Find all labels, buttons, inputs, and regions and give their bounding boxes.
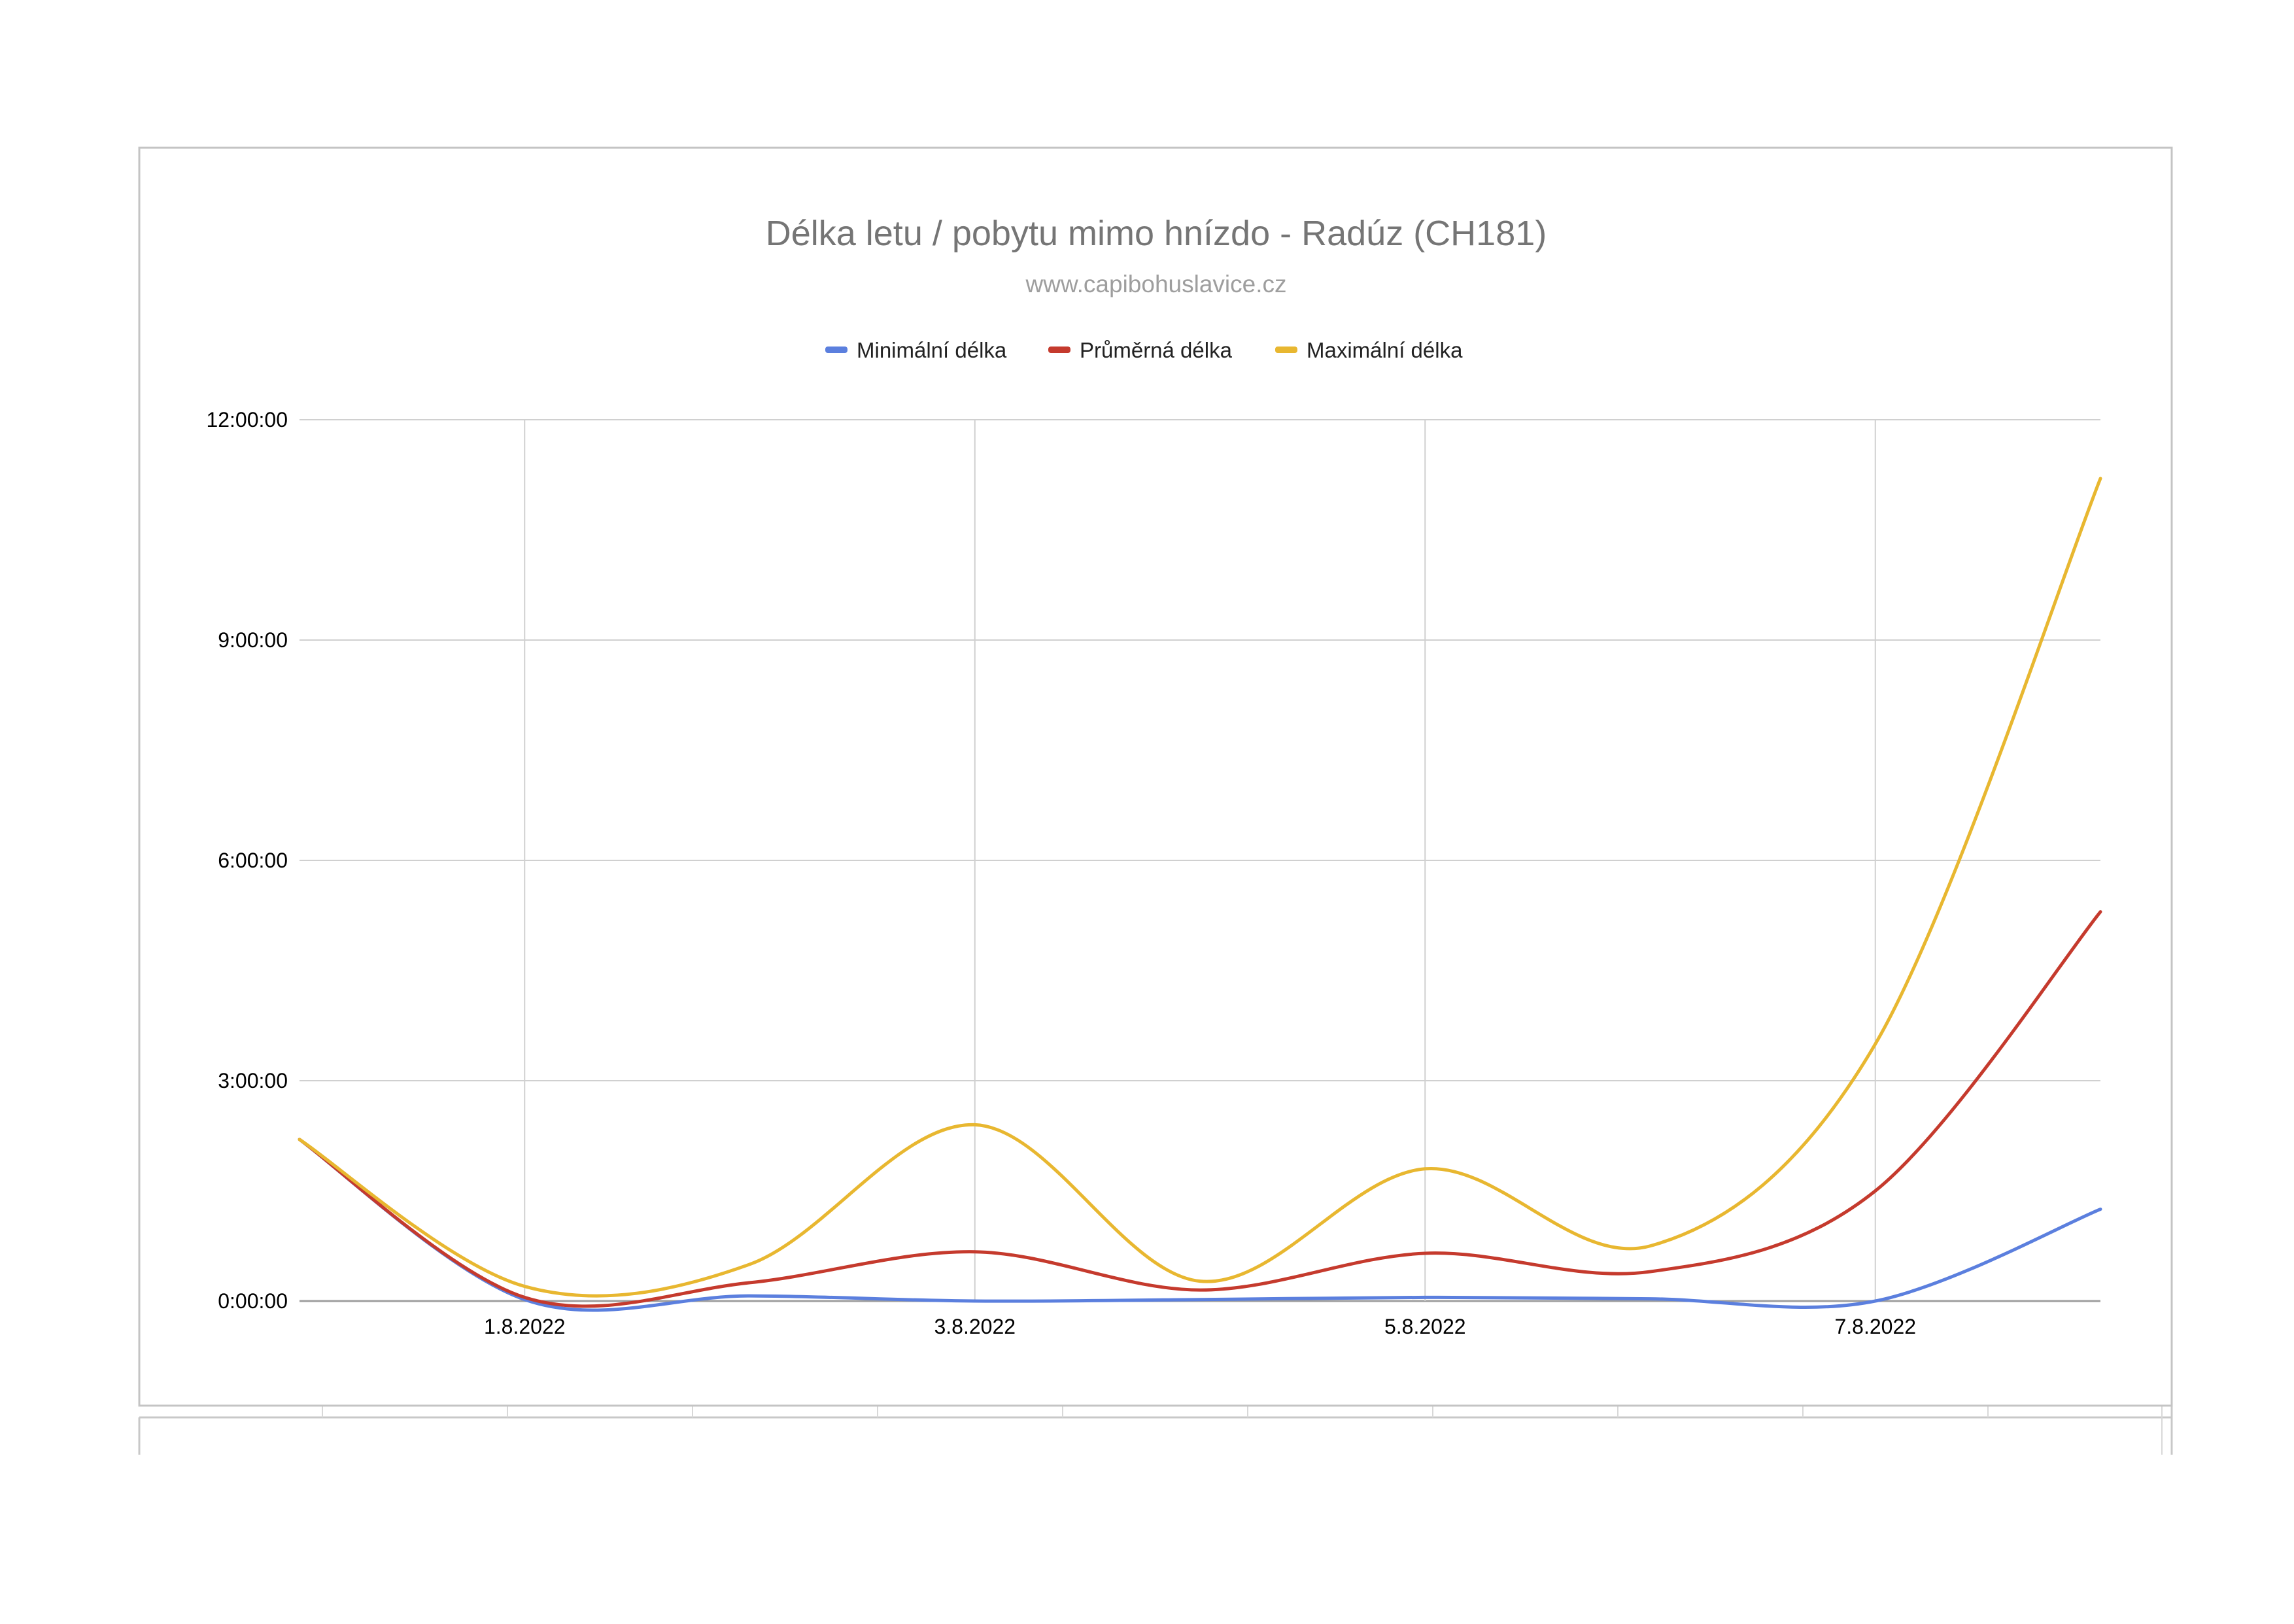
legend-label: Maximální délka (1307, 338, 1463, 362)
x-tick-label: 1.8.2022 (484, 1315, 566, 1338)
y-tick-label: 12:00:00 (206, 408, 288, 431)
series-lines (298, 477, 2102, 1312)
chart-frame[interactable] (138, 146, 2173, 1407)
legend-swatch (1275, 347, 1297, 353)
series-line-2[interactable] (298, 910, 2102, 1308)
series-line-3[interactable] (298, 477, 2102, 1298)
legend-swatch (825, 347, 847, 353)
legend: Minimální délka Průměrná délka Maximální d… (825, 338, 1463, 362)
x-tick-label: 5.8.2022 (1384, 1315, 1466, 1338)
chart-subtitle: www.capibohuslavice.cz (1025, 271, 1287, 297)
y-axis-labels: 0:00:00 3:00:00 6:00:00 9:00:00 12:00:00 (206, 408, 288, 1313)
y-tick-label: 9:00:00 (218, 628, 288, 652)
legend-swatch (1048, 347, 1070, 353)
chart-title: Délka letu / pobytu mimo hnízdo - Radúz … (766, 214, 1547, 253)
x-tick-label: 7.8.2022 (1834, 1315, 1916, 1338)
legend-label: Průměrná délka (1080, 338, 1233, 362)
legend-label: Minimální délka (857, 338, 1007, 362)
x-axis-labels: 1.8.2022 3.8.2022 5.8.2022 7.8.2022 (484, 1315, 1916, 1338)
y-tick-label: 6:00:00 (218, 849, 288, 872)
y-tick-label: 3:00:00 (218, 1069, 288, 1092)
series-line-1[interactable] (298, 1138, 2102, 1312)
y-tick-label: 0:00:00 (218, 1289, 288, 1313)
x-tick-label: 3.8.2022 (934, 1315, 1016, 1338)
